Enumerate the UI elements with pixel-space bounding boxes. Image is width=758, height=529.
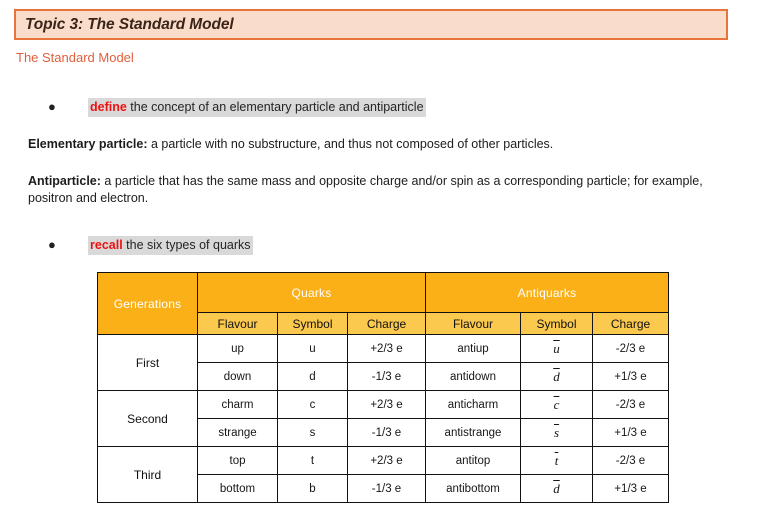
cell-quark-charge: -1/3 e (347, 474, 426, 503)
cell-quark-symbol: u (277, 334, 348, 363)
cell-quark-flavour: bottom (197, 474, 278, 503)
topic-title-banner: Topic 3: The Standard Model (14, 9, 728, 40)
bullet-dot-icon: ● (48, 237, 56, 252)
definition-term-elementary: Elementary particle: (28, 137, 148, 151)
definition-term-antiparticle: Antiparticle: (28, 174, 101, 188)
objective-recall-text: the six types of quarks (122, 238, 251, 252)
header-generations: Generations (97, 272, 198, 335)
cell-quark-charge: -1/3 e (347, 362, 426, 391)
cell-antiquark-charge: +1/3 e (592, 418, 669, 447)
cell-antiquark-symbol: c (520, 390, 593, 419)
cell-antiquark-symbol: t (520, 446, 593, 475)
cell-quark-flavour: charm (197, 390, 278, 419)
quarks-table-container: Generations Quarks Antiquarks Flavour Sy… (97, 272, 669, 503)
header-antiquark-charge: Charge (592, 312, 669, 335)
cell-antiquark-symbol: d (520, 474, 593, 503)
quarks-table: Generations Quarks Antiquarks Flavour Sy… (97, 272, 669, 503)
overbar-wrapper: d (553, 368, 560, 384)
section-subheading: The Standard Model (16, 50, 134, 65)
cell-antiquark-flavour: antidown (425, 362, 521, 391)
overbar-wrapper: d (553, 480, 560, 496)
cell-antiquark-symbol: s (520, 418, 593, 447)
header-quark-charge: Charge (347, 312, 426, 335)
cell-antiquark-charge: +1/3 e (592, 362, 669, 391)
table-header-row-top: Generations Quarks Antiquarks (97, 272, 669, 335)
quarks-table-body: First up u +2/3 e antiup u -2/3 e down d -1/3 e an… (97, 334, 669, 503)
cell-quark-flavour: top (197, 446, 278, 475)
header-antiquark-symbol: Symbol (520, 312, 593, 335)
cell-generation-third: Third (97, 446, 198, 503)
cell-quark-charge: +2/3 e (347, 390, 426, 419)
objective-bullet-recall: ● recall the six types of quarks (48, 236, 253, 255)
overbar-wrapper: u (553, 340, 560, 356)
cell-quark-charge: +2/3 e (347, 446, 426, 475)
header-quarks: Quarks (197, 272, 426, 313)
quarks-table-head: Generations Quarks Antiquarks Flavour Sy… (97, 272, 669, 335)
cell-antiquark-symbol: d (520, 362, 593, 391)
objective-define-text: the concept of an elementary particle an… (126, 100, 424, 114)
objective-keyword-define: define (90, 100, 127, 114)
cell-quark-symbol: t (277, 446, 348, 475)
overbar-wrapper: s (553, 424, 560, 440)
cell-antiquark-flavour: antibottom (425, 474, 521, 503)
definition-body-antiparticle: a particle that has the same mass and op… (28, 174, 703, 205)
overbar-wrapper: t (554, 452, 559, 468)
overbar-wrapper: c (553, 396, 560, 412)
objective-keyword-recall: recall (90, 238, 123, 252)
topic-title-text: Topic 3: The Standard Model (25, 15, 234, 33)
cell-antiquark-flavour: antitop (425, 446, 521, 475)
header-quark-symbol: Symbol (277, 312, 348, 335)
definition-elementary-particle: Elementary particle: a particle with no … (28, 136, 734, 153)
objective-recall-highlight: recall the six types of quarks (88, 236, 253, 255)
definition-antiparticle: Antiparticle: a particle that has the sa… (28, 173, 734, 207)
cell-antiquark-flavour: antiup (425, 334, 521, 363)
objective-bullet-define: ● define the concept of an elementary pa… (48, 98, 426, 117)
cell-antiquark-charge: -2/3 e (592, 390, 669, 419)
cell-antiquark-symbol: u (520, 334, 593, 363)
objective-define-highlight: define the concept of an elementary part… (88, 98, 426, 117)
cell-quark-symbol: c (277, 390, 348, 419)
table-header-row-sub: Flavour Symbol Charge Flavour Symbol Cha… (98, 312, 669, 335)
cell-antiquark-flavour: anticharm (425, 390, 521, 419)
cell-quark-symbol: d (277, 362, 348, 391)
cell-generation-first: First (97, 334, 198, 391)
cell-quark-flavour: up (197, 334, 278, 363)
definition-body-elementary: a particle with no substructure, and thu… (147, 137, 554, 151)
header-antiquark-flavour: Flavour (425, 312, 521, 335)
cell-quark-symbol: s (277, 418, 348, 447)
cell-antiquark-flavour: antistrange (425, 418, 521, 447)
table-row: Second charm c +2/3 e anticharm c -2/3 e (97, 390, 669, 447)
cell-quark-flavour: down (197, 362, 278, 391)
table-row: bottom b -1/3 e antibottom d +1/3 e (98, 474, 669, 503)
table-row: strange s -1/3 e antistrange s +1/3 e (98, 418, 669, 447)
cell-quark-symbol: b (277, 474, 348, 503)
cell-generation-second: Second (97, 390, 198, 447)
bullet-dot-icon: ● (48, 99, 56, 114)
cell-quark-charge: -1/3 e (347, 418, 426, 447)
table-row: down d -1/3 e antidown d +1/3 e (98, 362, 669, 391)
table-row: Third top t +2/3 e antitop t -2/3 e (97, 446, 669, 503)
header-quark-flavour: Flavour (197, 312, 278, 335)
cell-antiquark-charge: -2/3 e (592, 446, 669, 475)
cell-antiquark-charge: +1/3 e (592, 474, 669, 503)
header-antiquarks: Antiquarks (425, 272, 669, 313)
cell-quark-flavour: strange (197, 418, 278, 447)
cell-quark-charge: +2/3 e (347, 334, 426, 363)
cell-antiquark-charge: -2/3 e (592, 334, 669, 363)
table-row: First up u +2/3 e antiup u -2/3 e (97, 334, 669, 391)
